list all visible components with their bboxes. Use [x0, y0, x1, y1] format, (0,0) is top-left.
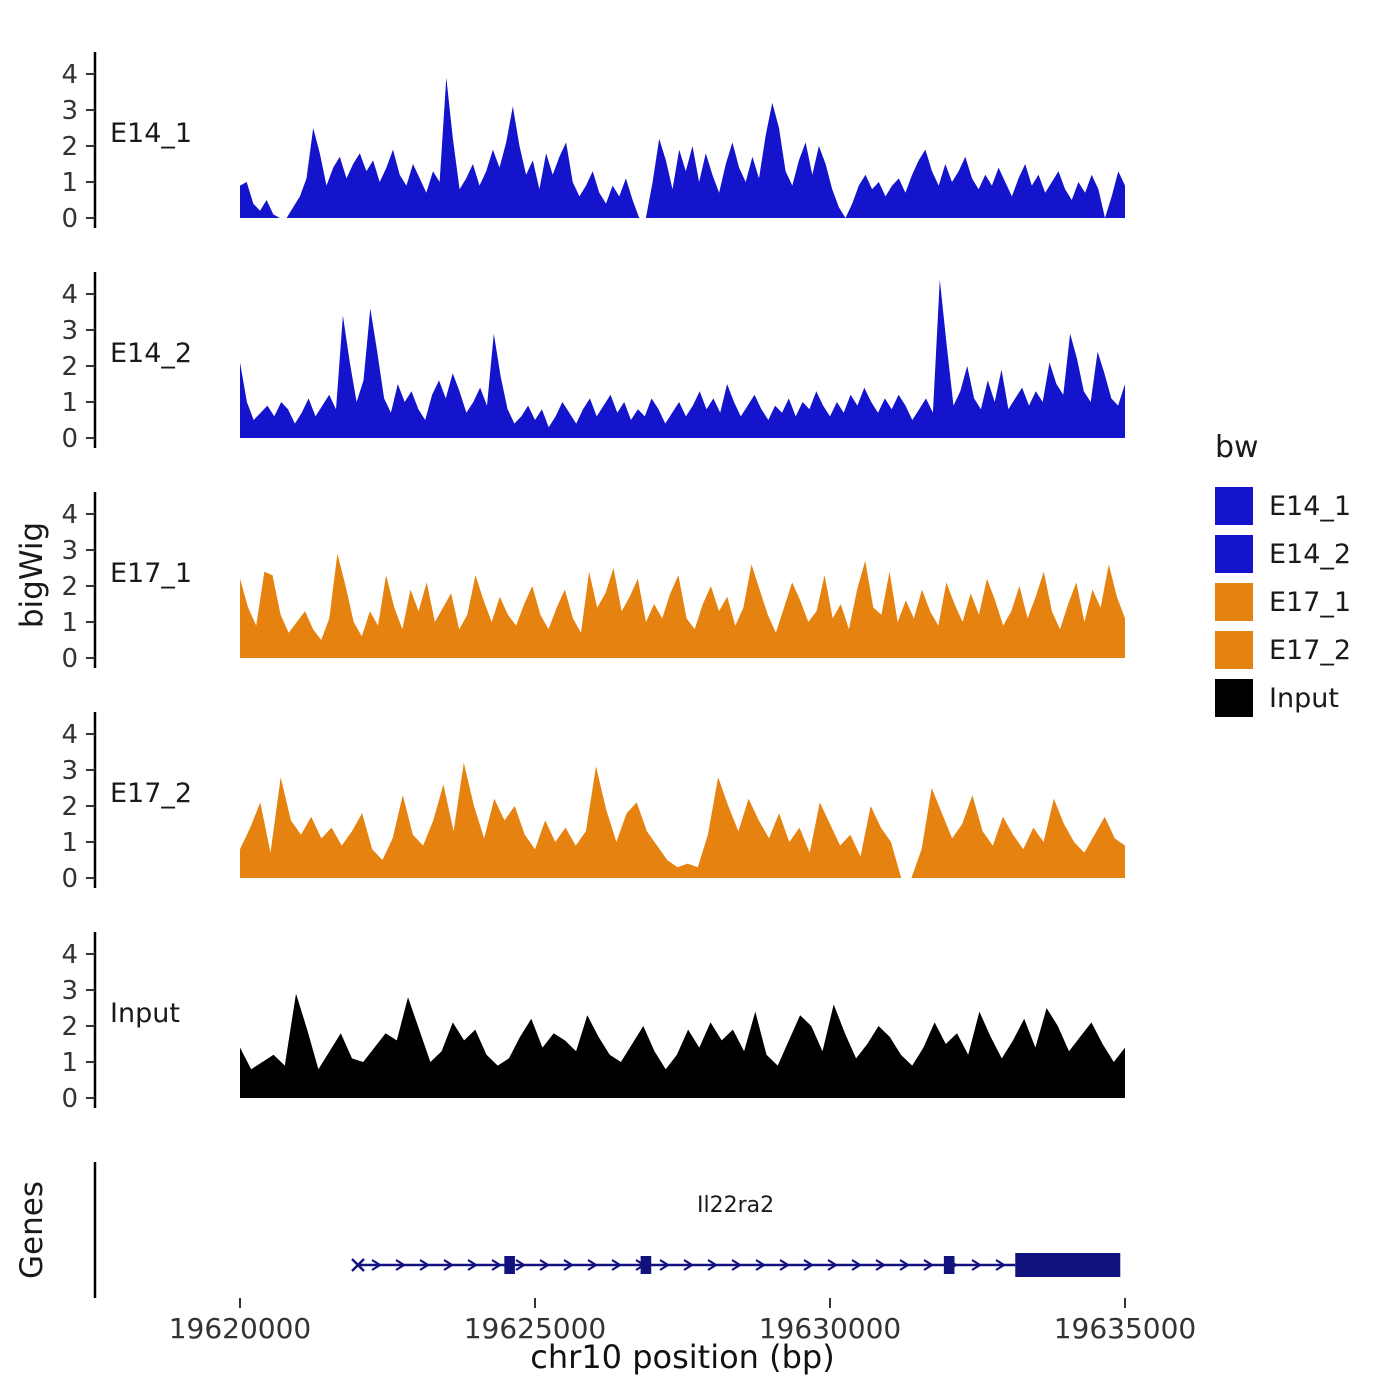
- y-tick-label: 3: [61, 96, 78, 126]
- x-tick-label: 19635000: [1054, 1312, 1197, 1345]
- legend-label: E14_2: [1269, 538, 1352, 570]
- y-tick-label: 1: [61, 168, 78, 198]
- y-tick-label: 1: [61, 828, 78, 858]
- strand-arrow-icon: [995, 1259, 1007, 1271]
- track-panel-E14_2: 0 1 2 3 4 E14_2: [61, 272, 1125, 454]
- track-label: E14_1: [110, 118, 192, 149]
- track-label: E14_2: [110, 338, 192, 369]
- x-axis: 19620000 19625000 19630000 19635000: [169, 1298, 1196, 1345]
- strand-arrow-icon: [971, 1259, 983, 1271]
- strand-arrow-icon: [731, 1259, 743, 1271]
- legend-entries: E14_1 E14_2 E17_1 E17_2 Input: [1215, 487, 1351, 717]
- strand-arrow-icon: [851, 1259, 863, 1271]
- y-tick-label: 2: [61, 132, 78, 162]
- y-axis-title-genes: Genes: [14, 1181, 50, 1279]
- legend-entry-Input: Input: [1215, 679, 1351, 717]
- y-tick-label: 2: [61, 572, 78, 602]
- strand-arrow-icon: [875, 1259, 887, 1271]
- y-tick-label: 1: [61, 608, 78, 638]
- y-tick-label: 3: [61, 756, 78, 786]
- y-tick-label: 2: [61, 792, 78, 822]
- legend-entry-E14_2: E14_2: [1215, 535, 1351, 573]
- y-tick-label: 2: [61, 1012, 78, 1042]
- track-label: E17_1: [110, 558, 192, 589]
- x-axis-title: chr10 position (bp): [530, 1338, 835, 1376]
- y-tick-label: 0: [61, 864, 78, 894]
- strand-arrow-icon: [611, 1259, 623, 1271]
- legend-entry-E17_1: E17_1: [1215, 583, 1351, 621]
- legend: bw E14_1 E14_2 E17_1 E17_2 Input: [1215, 430, 1351, 727]
- strand-arrow-icon: [539, 1259, 551, 1271]
- strand-arrow-icon: [683, 1259, 695, 1271]
- legend-swatch: [1215, 487, 1253, 525]
- gene-exon: [943, 1256, 955, 1274]
- y-tick-label: 4: [61, 280, 78, 310]
- strand-arrow-icon: [659, 1259, 671, 1271]
- y-tick-label: 4: [61, 720, 78, 750]
- strand-arrow-icon: [371, 1259, 383, 1271]
- strand-arrow-icon: [779, 1259, 791, 1271]
- y-tick-label: 4: [61, 500, 78, 530]
- x-tick-label: 19630000: [759, 1312, 902, 1345]
- legend-label: E17_1: [1269, 586, 1352, 618]
- legend-label: E17_2: [1269, 634, 1352, 666]
- x-tick-label: 19620000: [169, 1312, 312, 1345]
- gene-exon-thick: [1015, 1253, 1121, 1277]
- strand-arrow-icon: [707, 1259, 719, 1271]
- track-label: E17_2: [110, 778, 192, 809]
- strand-arrow-icon: [827, 1259, 839, 1271]
- y-tick-label: 4: [61, 60, 78, 90]
- y-tick-label: 0: [61, 204, 78, 234]
- gene-label: Il22ra2: [697, 1193, 774, 1218]
- y-tick-label: 3: [61, 536, 78, 566]
- strand-arrow-icon: [395, 1259, 407, 1271]
- y-tick-label: 0: [61, 1084, 78, 1114]
- track-panel-E17_2: 0 1 2 3 4 E17_2: [61, 712, 1125, 894]
- legend-swatch: [1215, 583, 1253, 621]
- y-axis-title-bigwig: bigWig: [14, 521, 50, 629]
- legend-swatch: [1215, 679, 1253, 717]
- gene-track-panel: Il22ra2: [93, 1162, 1121, 1298]
- track-label: Input: [110, 998, 180, 1029]
- strand-arrow-icon: [419, 1259, 431, 1271]
- strand-arrow-icon: [755, 1259, 767, 1271]
- track-panel-Input: 0 1 2 3 4 Input: [61, 932, 1125, 1114]
- strand-arrow-icon: [923, 1259, 935, 1271]
- track-panel-E14_1: 0 1 2 3 4 E14_1: [61, 52, 1125, 234]
- y-tick-label: 2: [61, 352, 78, 382]
- strand-arrow-icon: [587, 1259, 599, 1271]
- legend-label: Input: [1269, 682, 1339, 714]
- gene-exon: [640, 1256, 652, 1274]
- legend-entry-E14_1: E14_1: [1215, 487, 1351, 525]
- strand-arrow-icon: [899, 1259, 911, 1271]
- strand-arrow-icon: [515, 1259, 527, 1271]
- y-tick-label: 4: [61, 940, 78, 970]
- track-panel-E17_1: 0 1 2 3 4 E17_1: [61, 492, 1125, 674]
- y-tick-label: 0: [61, 644, 78, 674]
- y-tick-label: 1: [61, 388, 78, 418]
- signal-area-E17_2: [240, 762, 1125, 878]
- y-tick-label: 1: [61, 1048, 78, 1078]
- legend-swatch: [1215, 535, 1253, 573]
- legend-label: E14_1: [1269, 490, 1352, 522]
- gene-exon: [504, 1256, 515, 1274]
- signal-area-E14_2: [240, 279, 1125, 438]
- strand-arrow-icon: [467, 1259, 479, 1271]
- strand-arrow-icon: [491, 1259, 503, 1271]
- signal-area-E14_1: [240, 77, 1125, 218]
- strand-arrow-icon: [443, 1259, 455, 1271]
- signal-area-Input: [240, 993, 1125, 1098]
- legend-swatch: [1215, 631, 1253, 669]
- strand-arrow-icon: [563, 1259, 575, 1271]
- signal-area-E17_1: [240, 553, 1125, 658]
- gene-start-marker: [351, 1258, 365, 1272]
- legend-entry-E17_2: E17_2: [1215, 631, 1351, 669]
- strand-arrow-icon: [803, 1259, 815, 1271]
- y-tick-label: 3: [61, 976, 78, 1006]
- x-tick-label: 19625000: [464, 1312, 607, 1345]
- y-tick-label: 3: [61, 316, 78, 346]
- y-tick-label: 0: [61, 424, 78, 454]
- legend-title: bw: [1215, 430, 1259, 465]
